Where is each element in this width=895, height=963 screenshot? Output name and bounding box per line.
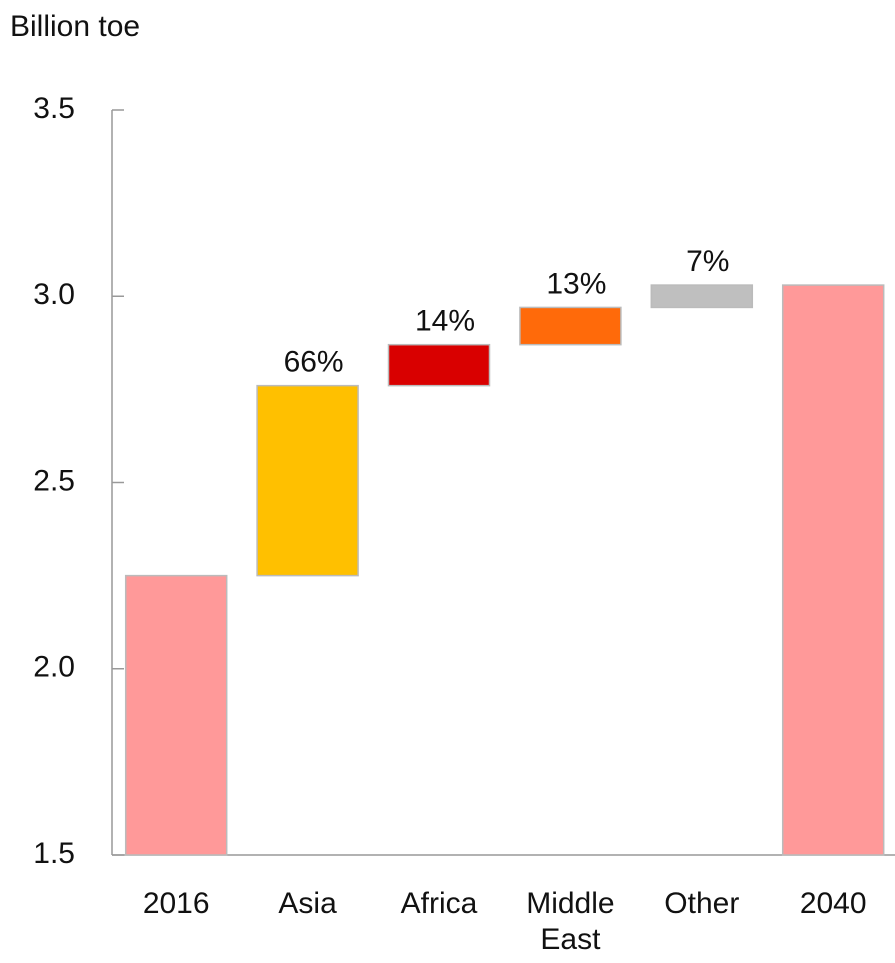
bar — [124, 574, 228, 856]
share-label: 66% — [284, 346, 344, 379]
x-tick-label: Middle East — [526, 887, 615, 956]
x-tick-label: 2040 — [799, 887, 867, 920]
bar — [519, 306, 622, 346]
x-tick-label: Africa — [400, 887, 478, 920]
x-tick-label: Asia — [278, 887, 337, 920]
y-tick-label: 3.5 — [33, 92, 75, 125]
y-tick-label: 1.5 — [33, 837, 75, 870]
share-label: 13% — [546, 267, 606, 300]
bar — [650, 284, 754, 309]
bar — [387, 343, 491, 387]
y-tick-label: 3.0 — [33, 278, 75, 311]
bar — [256, 384, 359, 577]
share-label: 7% — [686, 245, 729, 278]
x-tick-label: Other — [664, 887, 740, 920]
y-tick-label: 2.0 — [33, 651, 75, 684]
x-tick-label: 2016 — [142, 887, 210, 920]
bar — [781, 284, 885, 856]
y-tick-label: 2.5 — [33, 464, 75, 497]
share-label: 14% — [415, 305, 475, 338]
y-axis-label: Billion toe — [10, 10, 140, 43]
